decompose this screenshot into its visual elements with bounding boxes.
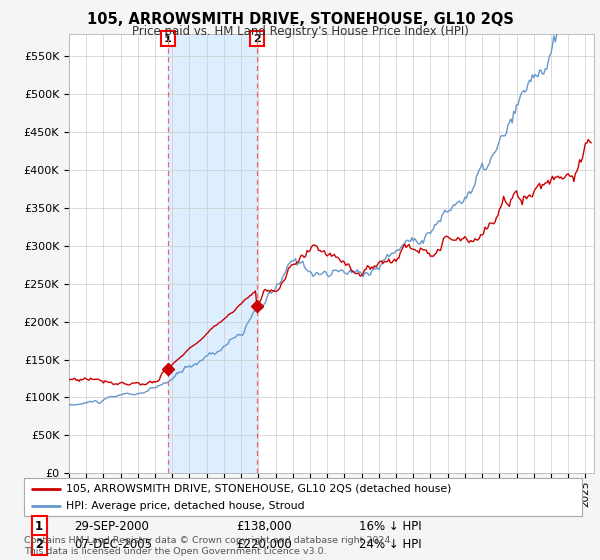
Text: 24% ↓ HPI: 24% ↓ HPI	[359, 538, 421, 552]
Text: 1: 1	[35, 520, 43, 533]
Text: £220,000: £220,000	[236, 538, 292, 552]
Text: 1: 1	[164, 34, 172, 44]
Text: 2: 2	[253, 34, 261, 44]
Text: 2: 2	[35, 538, 43, 552]
Text: 16% ↓ HPI: 16% ↓ HPI	[359, 520, 421, 533]
Text: 105, ARROWSMITH DRIVE, STONEHOUSE, GL10 2QS: 105, ARROWSMITH DRIVE, STONEHOUSE, GL10 …	[86, 12, 514, 27]
Text: Contains HM Land Registry data © Crown copyright and database right 2024.
This d: Contains HM Land Registry data © Crown c…	[24, 536, 394, 556]
Text: 105, ARROWSMITH DRIVE, STONEHOUSE, GL10 2QS (detached house): 105, ARROWSMITH DRIVE, STONEHOUSE, GL10 …	[66, 483, 451, 493]
Text: 29-SEP-2000: 29-SEP-2000	[74, 520, 149, 533]
Text: 07-DEC-2005: 07-DEC-2005	[74, 538, 152, 552]
Text: Price paid vs. HM Land Registry's House Price Index (HPI): Price paid vs. HM Land Registry's House …	[131, 25, 469, 38]
Text: HPI: Average price, detached house, Stroud: HPI: Average price, detached house, Stro…	[66, 501, 304, 511]
Text: £138,000: £138,000	[236, 520, 292, 533]
Bar	[168, 34, 257, 473]
